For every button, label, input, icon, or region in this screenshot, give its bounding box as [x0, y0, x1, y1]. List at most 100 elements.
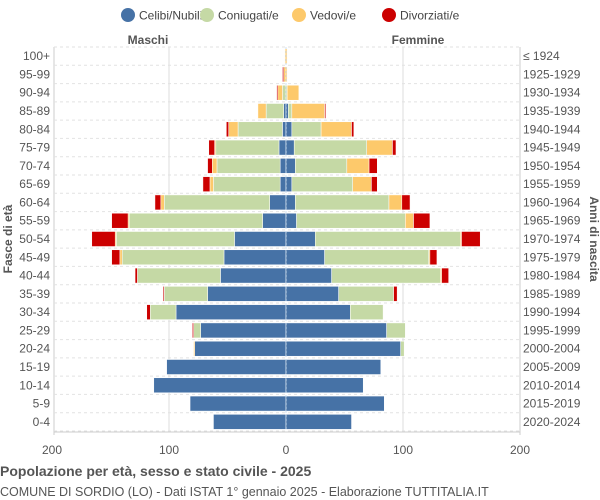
birth-year-label: 1995-1999 [523, 323, 581, 337]
bar-female-divorziatie [393, 286, 398, 302]
bar-male-divorziatie [146, 304, 151, 320]
bar-female-divorziatie [371, 176, 378, 192]
bar-male-vedovie [193, 340, 195, 357]
legend-marker [121, 8, 135, 22]
bar-female-coniugatie [288, 103, 293, 119]
bar-male-coniugatie [150, 304, 177, 320]
bar-male-coniugatie [216, 158, 281, 174]
birth-year-label: 1965-1969 [523, 214, 581, 228]
bar-female-celibinubili [285, 231, 316, 247]
bar-male-celibinubili [175, 304, 287, 320]
legend-label: Coniugati/e [218, 9, 279, 23]
birth-year-label: 1945-1949 [523, 141, 581, 155]
legend-marker [200, 8, 214, 22]
bar-male-coniugatie [265, 103, 284, 119]
bar-female-vedovie [286, 84, 300, 101]
bar-male-divorziatie [154, 194, 162, 211]
birth-year-label: 1980-1984 [523, 269, 581, 283]
bar-male-divorziatie [91, 231, 116, 247]
bar-female-celibinubili [285, 414, 352, 430]
age-group-label: 5-9 [33, 397, 51, 411]
bar-male-coniugatie [237, 121, 283, 138]
bar-female-celibinubili [285, 395, 385, 412]
bar-male-divorziatie [162, 286, 165, 302]
population-pyramid: Celibi/Nubili Coniugati/e Vedovi/e Divorzia… [1, 8, 600, 457]
bar-female-divorziatie [351, 121, 355, 138]
bar-female-celibinubili [285, 359, 382, 375]
birth-year-label: 1930-1934 [523, 86, 581, 100]
legend-label: Celibi/Nubili [139, 9, 202, 23]
left-group-label: Maschi [128, 33, 169, 47]
bar-female-coniugatie [295, 194, 390, 211]
bar-male-divorziatie [134, 267, 138, 284]
bar-female-coniugatie [324, 249, 429, 266]
age-group-label: 80-84 [19, 122, 50, 136]
x-tick-label: 200 [42, 443, 62, 457]
birth-year-label: 1925-1929 [523, 67, 581, 81]
age-group-label: 100+ [23, 49, 50, 63]
bar-male-celibinubili [262, 212, 287, 229]
birth-year-label: 1970-1974 [523, 232, 581, 246]
bar-female-divorziatie [413, 212, 431, 229]
bar-male-celibinubili [200, 322, 287, 339]
bar-male-coniugatie [164, 194, 270, 211]
bar-female-celibinubili [285, 340, 401, 357]
bar-female-coniugatie [386, 322, 406, 339]
age-group-label: 50-54 [19, 232, 50, 246]
bar-male-coniugatie [137, 267, 221, 284]
birth-year-label: 1985-1989 [523, 287, 581, 301]
bar-female-celibinubili [285, 139, 295, 156]
bar-male-celibinubili [213, 414, 287, 430]
bar-female-coniugatie [350, 304, 384, 320]
age-group-label: 35-39 [19, 287, 50, 301]
legend-label: Divorziati/e [400, 9, 460, 23]
x-tick-label: 100 [393, 443, 413, 457]
bar-female-vedovie [366, 139, 393, 156]
bar-male-celibinubili [269, 194, 287, 211]
age-group-label: 10-14 [19, 378, 50, 392]
birth-year-label: 2005-2009 [523, 360, 581, 374]
bar-male-celibinubili [153, 377, 287, 394]
legend-marker [292, 8, 306, 22]
bar-female-celibinubili [285, 158, 296, 174]
bar-male-vedovie [119, 249, 123, 266]
birth-year-label: 2015-2019 [523, 397, 581, 411]
bar-female-coniugatie [293, 139, 367, 156]
birth-year-label: 1950-1954 [523, 159, 581, 173]
age-group-label: 15-19 [19, 360, 50, 374]
bar-male-celibinubili [189, 395, 287, 412]
age-group-label: 30-34 [19, 305, 50, 319]
bar-female-coniugatie [291, 176, 353, 192]
bar-male-celibinubili [220, 267, 287, 284]
birth-year-label: 1990-1994 [523, 305, 581, 319]
age-group-label: 25-29 [19, 323, 50, 337]
bar-male-vedovie [209, 176, 214, 192]
bar-male-coniugatie [164, 286, 208, 302]
bar-female-divorziatie [461, 231, 481, 247]
bar-male-coniugatie [282, 84, 287, 101]
bar-male-divorziatie [111, 212, 129, 229]
age-group-label: 70-74 [19, 159, 50, 173]
bar-female-celibinubili [285, 176, 293, 192]
bar-male-divorziatie [208, 139, 215, 156]
right-group-label: Femmine [392, 33, 445, 47]
age-group-label: 60-64 [19, 195, 50, 209]
bar-female-vedovie [352, 176, 372, 192]
bar-male-divorziatie [226, 121, 229, 138]
bar-male-vedovie [228, 121, 239, 138]
bar-male-divorziatie [111, 249, 121, 266]
y-axis-label-right: Anni di nascita [587, 196, 600, 282]
bar-male-celibinubili [166, 359, 287, 375]
bar-male-vedovie [212, 158, 218, 174]
birth-year-label: ≤ 1924 [523, 49, 560, 63]
age-group-label: 75-79 [19, 141, 50, 155]
birth-year-label: 1940-1944 [523, 122, 581, 136]
age-group-label: 90-94 [19, 86, 50, 100]
bar-female-coniugatie [331, 267, 441, 284]
birth-year-label: 1955-1959 [523, 177, 581, 191]
bar-female-celibinubili [285, 194, 296, 211]
bar-male-divorziatie [192, 322, 194, 339]
bar-female-celibinubili [285, 121, 293, 138]
x-tick-label: 200 [510, 443, 530, 457]
bar-female-coniugatie [338, 286, 394, 302]
